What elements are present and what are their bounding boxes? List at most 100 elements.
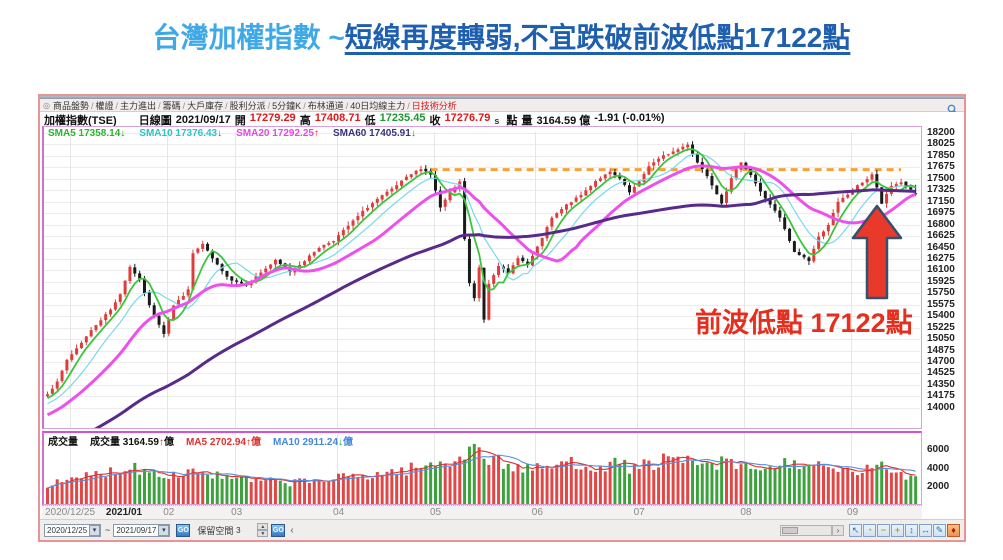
toolbar-right-cluster: › ↖ ◔ − + ↕ ↔ ✎ ♦ — [780, 523, 960, 537]
volume-legend-text: MA10 2911.24 — [272, 437, 339, 448]
ohlc-value-5: -1.91 (-0.01%) — [594, 111, 665, 124]
y-axis-label: 17150 — [927, 195, 955, 207]
draw-icon[interactable]: ✎ — [933, 523, 946, 537]
sma-legend-text: SMA60 17405.91 — [332, 128, 411, 139]
step-down-icon[interactable]: ▼ — [257, 530, 269, 537]
step-up-icon[interactable]: ▲ — [257, 523, 269, 530]
volume-unit: 億 — [343, 437, 354, 448]
y-axis-label: 17325 — [927, 184, 955, 196]
ohlc-value-1: 17408.71 — [314, 111, 361, 124]
session-icon: ◎ — [43, 100, 50, 110]
quote-header: 加權指數(TSE) 日線圖 2021/09/17 開 17279.29 高 17408… — [40, 112, 964, 127]
page-title-comment: 短線再度轉弱,不宜跌破前波低點17122點 — [344, 22, 851, 53]
x-axis-label-2021/01: 2021/01 — [105, 507, 143, 518]
tab-separator: / — [158, 100, 161, 111]
tab-separator: / — [225, 100, 228, 111]
ohlc-fields: 開 17279.29 高 17408.71 低 17235.45 收 17276.79 s 點量… — [235, 112, 669, 128]
y-axis-label: 15575 — [927, 298, 955, 310]
date-to-dropdown[interactable]: 2021/09/17 ▾ — [113, 523, 171, 537]
ohlc-value-2: 17235.45 — [379, 111, 426, 124]
tab-separator: / — [303, 100, 306, 111]
y-axis-label: 14525 — [927, 367, 955, 379]
y-axis-label: 16275 — [927, 252, 955, 264]
tab-大戶庫存[interactable]: 大戶庫存 — [187, 100, 224, 111]
cursor-icon[interactable]: ↖ — [849, 523, 862, 537]
y-axis-label: 16450 — [927, 241, 955, 253]
ohlc-value-0: 17279.29 — [249, 111, 296, 124]
tab-separator: / — [182, 100, 186, 111]
go-button[interactable]: GO — [176, 523, 191, 537]
zoom-in-icon[interactable]: + — [891, 523, 904, 537]
y-axis-label: 18200 — [927, 127, 955, 138]
symbol-name: 加權指數(TSE) — [44, 114, 117, 127]
reserve-space-stepper[interactable]: ▲ ▼ — [257, 523, 269, 537]
volume-legend-text: 成交量 3164.59 — [90, 437, 159, 448]
x-axis-label-03: 03 — [231, 507, 243, 518]
y-axis-label: 17850 — [927, 149, 955, 161]
previous-low-annotation: 前波低點 17122點 — [695, 308, 913, 338]
date-to-value: 2021/09/17 — [116, 525, 157, 535]
date-from-value: 2020/12/25 — [47, 525, 88, 535]
tab-separator: / — [115, 100, 119, 111]
tab-商品盤勢[interactable]: 商品盤勢 — [52, 100, 89, 111]
sma-legend-item-3: SMA60 17405.91↓ — [333, 128, 416, 139]
ohlc-value-3: 17276.79 — [444, 111, 491, 124]
scroll-right-icon[interactable]: › — [832, 524, 844, 536]
tab-5分鐘K[interactable]: 5分鐘K — [272, 100, 302, 111]
x-axis-label-06: 06 — [531, 507, 543, 518]
y-axis-label: 18025 — [927, 138, 955, 150]
trend-arrow-icon: ↓ — [217, 128, 223, 139]
y-axis-label: 17500 — [927, 172, 955, 184]
ohlc-label-4: 量 — [521, 114, 533, 127]
date-from-dropdown[interactable]: 2020/12/25 ▾ — [44, 523, 102, 537]
clock-icon[interactable]: ◔ — [863, 523, 876, 537]
y-axis-label: 15050 — [927, 333, 955, 345]
period-label: 日線圖 — [138, 114, 172, 127]
alert-bell-icon[interactable]: ♦ — [947, 523, 960, 537]
y-axis-label: 14000 — [927, 401, 955, 413]
volume-unit: 億 — [250, 437, 261, 448]
mini-scrollbar[interactable]: › — [780, 524, 844, 536]
trend-arrow-icon: ↑ — [245, 437, 251, 448]
price-y-axis: 18200 18025 17850 17675 17500 17325 17150 16975… — [924, 126, 966, 518]
expand-horizontal-icon[interactable]: ↔ — [919, 523, 932, 537]
scrollbar-track[interactable] — [780, 524, 832, 536]
x-axis-label-04: 04 — [332, 507, 345, 518]
chevron-down-icon[interactable]: ▾ — [158, 524, 170, 536]
candlestick-chart-canvas[interactable] — [42, 126, 922, 518]
tab-bar: ◎ 商品盤勢 / 權證 / 主力進出 / 籌碼 / 大戶庫存 / 股利分派/5分鐘K / 布林通道/40… — [40, 99, 964, 115]
ohlc-label-0: 開 — [234, 114, 246, 127]
go-button-2[interactable]: GO — [271, 523, 286, 537]
expand-vertical-icon[interactable]: ↕ — [905, 523, 918, 537]
trend-arrow-icon: ↓ — [410, 128, 416, 139]
collapse-left-icon[interactable]: ‹ — [290, 524, 294, 536]
volume-unit: 億 — [163, 437, 174, 448]
trend-arrow-icon: ↑ — [158, 437, 164, 448]
tab-布林通道[interactable]: 布林通道 — [307, 100, 344, 111]
tab-separator: / — [267, 100, 271, 111]
y-axis-label: 15750 — [927, 287, 955, 299]
y-axis-label: 15925 — [927, 275, 955, 287]
tab-股利分派[interactable]: 股利分派 — [229, 100, 266, 111]
tab-主力進出[interactable]: 主力進出 — [120, 100, 157, 111]
x-axis-label-2020/12/25: 2020/12/25 — [45, 507, 96, 518]
ohlc-label-1: 高 — [299, 114, 311, 127]
y-axis-label: 17675 — [927, 161, 955, 173]
tab-權證[interactable]: 權證 — [95, 100, 114, 111]
tab-籌碼[interactable]: 籌碼 — [162, 100, 181, 111]
trend-arrow-icon: ↑ — [313, 128, 319, 139]
tab-40日均線主力[interactable]: 40日均線主力 — [350, 100, 406, 111]
sma-legend-item-0: SMA5 17358.14↓ — [48, 128, 125, 139]
tab-日技術分析[interactable]: 日技術分析 — [411, 100, 457, 111]
sma-legend: SMA5 17358.14↓ SMA10 17376.43↓ SMA20 17292… — [48, 128, 430, 139]
y-axis-label: 15225 — [927, 321, 955, 333]
chevron-down-icon[interactable]: ▾ — [89, 524, 101, 536]
reserve-space-value[interactable]: 3 — [236, 525, 241, 535]
reserve-space-label: 保留空間 — [197, 525, 234, 536]
y-axis-label: 14700 — [927, 356, 955, 367]
zoom-out-icon[interactable]: − — [877, 523, 890, 537]
y-axis-label: 14875 — [927, 344, 955, 356]
scrollbar-thumb[interactable] — [782, 526, 798, 534]
x-axis-label-07: 07 — [633, 507, 645, 518]
